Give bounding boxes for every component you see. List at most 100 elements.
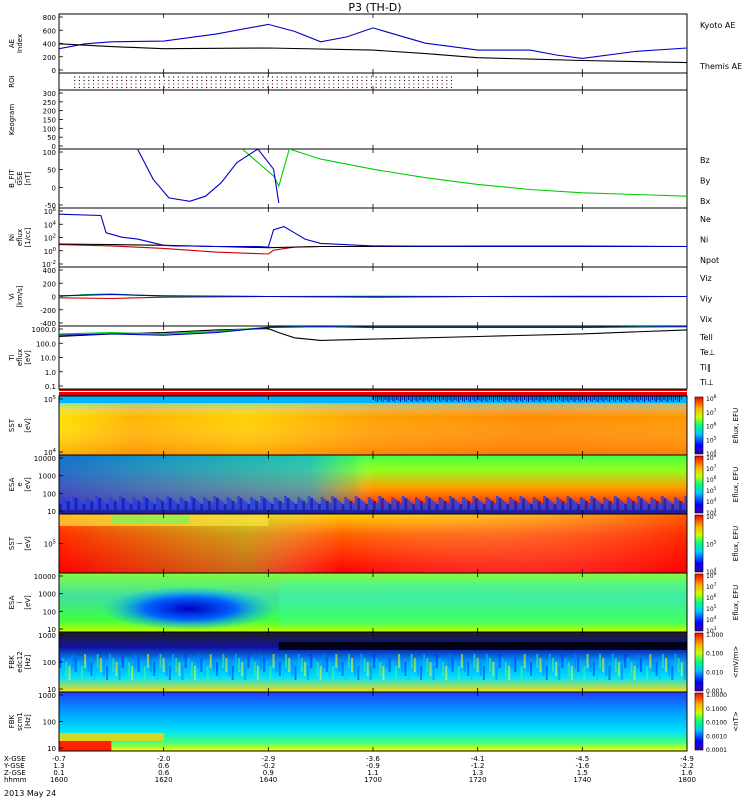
- esa-electron-noise: [153, 504, 157, 510]
- sst-electron-stripe: [491, 396, 493, 401]
- roi-dot: [243, 83, 245, 85]
- sst-electron-stripe: [450, 396, 452, 401]
- esa-electron-noise: [603, 497, 607, 510]
- roi-dot: [135, 79, 137, 82]
- fbk-efield-stripe: [551, 658, 554, 672]
- roi-dot: [342, 86, 344, 89]
- series-ae-1: [59, 43, 687, 64]
- fbk-efield-stripe: [131, 666, 134, 680]
- sst-electron-stripe: [589, 396, 591, 401]
- esa-electron-noise: [611, 503, 615, 510]
- fbk-efield-stripe: [247, 654, 250, 668]
- esa-electron-noise: [592, 498, 596, 510]
- sst-electron-stripe: [615, 396, 617, 402]
- roi-dot: [111, 86, 113, 89]
- sst-electron-stripe: [502, 396, 504, 401]
- sst-electron-stripe: [498, 396, 500, 402]
- roi-dot: [295, 83, 297, 85]
- roi-dot: [248, 79, 250, 82]
- roi-dot: [413, 83, 415, 85]
- panel-frame-ae: [58, 13, 688, 74]
- y-tick-label-fbk_e: 10: [47, 686, 56, 694]
- y-tick-label-esa_e: 10000: [34, 455, 56, 463]
- roi-dot: [224, 83, 227, 85]
- esa-electron-noise: [310, 498, 314, 510]
- roi-dot: [380, 86, 382, 89]
- fbk-efield-stripe: [577, 658, 580, 672]
- roi-dot: [271, 79, 274, 82]
- roi-dot: [234, 79, 236, 82]
- roi-dot: [130, 79, 132, 82]
- roi-dot: [224, 86, 227, 89]
- roi-dot: [413, 76, 415, 78]
- roi-dot: [144, 86, 146, 89]
- esa-electron-noise: [587, 503, 591, 510]
- roi-dot: [399, 79, 401, 82]
- roi-dot: [441, 76, 443, 78]
- esa-electron-noise: [639, 498, 643, 510]
- fbk-efield-stripe: [501, 658, 504, 672]
- roi-dot: [441, 79, 443, 82]
- fbk-efield-stripe: [62, 658, 65, 672]
- esa-electron-noise: [514, 501, 518, 510]
- esa-electron-noise: [433, 502, 437, 510]
- roi-dot: [408, 76, 410, 78]
- time-tick-label: 1740: [573, 776, 591, 784]
- esa-electron-noise: [263, 498, 267, 510]
- ylabel-fbk_e: FBK: [8, 655, 16, 669]
- roi-dot: [351, 83, 354, 85]
- sst-electron-stripe: [539, 396, 541, 402]
- esa-electron-noise: [244, 502, 248, 510]
- esa-electron-noise: [503, 502, 507, 510]
- fbk-efield-stripe: [168, 666, 171, 680]
- roi-dot: [290, 76, 292, 78]
- esa-electron-noise: [221, 502, 225, 510]
- ylabel-roi: ROI: [8, 75, 16, 87]
- esa-electron-noise: [388, 504, 392, 510]
- y-tick-label-ti: 10.0: [40, 355, 56, 363]
- fbk-efield-stripe: [288, 658, 291, 672]
- ylabel-sst_i: i: [16, 542, 24, 544]
- roi-dot: [450, 83, 453, 85]
- ephem-x: -4.5: [575, 755, 589, 763]
- sst-electron-stripe: [512, 396, 514, 400]
- colorbar-tick-esa_e: 108: [706, 453, 717, 462]
- y-tick-label-ni: 104: [44, 220, 57, 229]
- fbk-efield-stripe: [671, 666, 674, 680]
- esa-electron-noise: [556, 497, 560, 510]
- roi-dot: [304, 86, 307, 89]
- esa-electron-noise: [566, 496, 570, 510]
- roi-dot: [281, 76, 283, 78]
- ylabel-esa_e: e: [16, 482, 24, 486]
- sst-electron-stripe: [680, 396, 682, 400]
- colorbar-tick-sst_e: 107: [706, 408, 717, 417]
- sst-electron-stripe: [595, 396, 597, 401]
- sst-electron-stripe: [587, 396, 589, 400]
- esa-electron-noise: [367, 497, 371, 510]
- esa-electron-noise: [218, 500, 222, 510]
- legend-ae-1: Themis AE: [699, 62, 742, 71]
- fbk-efield-stripe: [360, 654, 363, 668]
- fbk-efield-stripe: [680, 662, 683, 676]
- fbk-efield-stripe: [376, 658, 379, 672]
- colorbar-tick-sst_e: 104: [706, 449, 717, 458]
- fbk-efield-stripe: [241, 662, 244, 676]
- fbk-efield-stripe: [266, 662, 269, 676]
- esa-ion-plateau: [278, 581, 687, 626]
- sst-electron-stripe: [373, 396, 374, 400]
- esa-electron-noise: [349, 501, 353, 510]
- esa-electron-noise: [103, 502, 107, 510]
- roi-dot: [417, 86, 420, 89]
- fbk-efield-stripe: [407, 666, 410, 680]
- roi-dot: [370, 86, 373, 89]
- esa-electron-noise: [561, 501, 565, 510]
- esa-electron-noise: [407, 500, 411, 510]
- roi-dot: [215, 83, 217, 85]
- sst-electron-stripe: [520, 396, 522, 401]
- esa-electron-noise: [668, 502, 672, 510]
- fbk-efield-stripe: [294, 666, 297, 680]
- fbk-efield-stripe: [561, 654, 564, 668]
- legend-ti-1: Te⊥: [699, 348, 715, 357]
- sst-electron-stripe: [535, 396, 537, 400]
- y-tick-label-esa_i: 10: [47, 626, 56, 634]
